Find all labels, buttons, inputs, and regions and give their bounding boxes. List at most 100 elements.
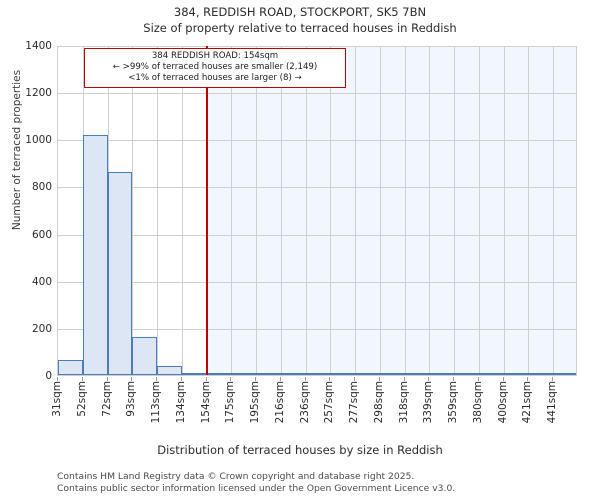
y-axis-label: Number of terraced properties (11, 69, 23, 231)
x-axis-tick-mark (329, 377, 331, 381)
x-axis-tick-label: 421sqm (521, 381, 534, 424)
attribution-footer: Contains HM Land Registry data © Crown c… (57, 471, 587, 494)
x-axis-tick-mark (156, 377, 158, 381)
x-axis-tick-label: 441sqm (546, 381, 559, 424)
gridline-horizontal (58, 140, 576, 142)
x-axis-tick-label: 400sqm (496, 381, 509, 424)
gridline-vertical (478, 46, 480, 375)
gridline-vertical (256, 46, 258, 375)
gridline-vertical (132, 46, 134, 375)
y-axis-tick-label: 1400 (25, 40, 52, 52)
gridline-vertical (305, 46, 307, 375)
x-axis-tick-label: 154sqm (199, 381, 212, 424)
x-axis-tick-mark (304, 377, 306, 381)
x-axis-tick-label: 93sqm (125, 381, 138, 417)
x-axis-tick-label: 72sqm (100, 381, 113, 417)
gridline-vertical (330, 46, 332, 375)
property-marker-line (205, 46, 208, 375)
histogram-bar (454, 373, 479, 375)
gridline-vertical (231, 46, 233, 375)
gridline-horizontal (58, 187, 576, 189)
y-axis-tick-label: 800 (31, 181, 52, 194)
y-axis-tick-label: 1200 (25, 87, 52, 100)
x-axis-tick-mark (477, 377, 479, 381)
x-axis-tick-label: 318sqm (397, 381, 410, 424)
y-axis-tick-label: 400 (31, 275, 52, 288)
y-axis-ticks: 0 200 400 600 800 1000 1200 1400 (0, 40, 52, 382)
x-axis-tick-mark (428, 377, 430, 381)
x-axis-tick-mark (180, 377, 182, 381)
histogram-bar (280, 373, 306, 375)
footer-line-2: Contains public sector information licen… (57, 482, 456, 494)
gridline-vertical (429, 46, 431, 375)
gridline-vertical (157, 46, 159, 375)
x-axis-tick-label: 31sqm (51, 381, 63, 417)
x-axis-tick-mark (106, 377, 108, 381)
gridline-vertical (355, 46, 357, 375)
annotation-line-3: <1% of terraced houses are larger (8) → (128, 73, 302, 83)
annotation-line-2: ← >99% of terraced houses are smaller (2… (112, 62, 318, 72)
histogram-bar (107, 172, 133, 375)
histogram-bar (305, 373, 331, 375)
histogram-bar (82, 134, 108, 375)
gridline-vertical (181, 46, 183, 375)
x-axis-tick-mark (230, 377, 232, 381)
histogram-bar (429, 373, 455, 375)
gridline-horizontal (58, 328, 576, 330)
y-axis-tick-label: 0 (45, 370, 52, 382)
x-axis-tick-label: 380sqm (471, 381, 484, 424)
x-axis-tick-label: 134sqm (174, 381, 187, 424)
x-axis-tick-mark (453, 377, 455, 381)
x-axis-tick-mark (131, 377, 133, 381)
x-axis-tick-mark (205, 377, 207, 381)
histogram-bar (132, 337, 158, 375)
x-axis-tick-label: 216sqm (273, 381, 286, 424)
x-axis-tick-mark (552, 377, 554, 381)
histogram-bar (478, 373, 504, 375)
x-axis-tick-label: 277sqm (348, 381, 361, 424)
x-axis-label: Distribution of terraced houses by size … (157, 443, 443, 457)
page-title: 384, REDDISH ROAD, STOCKPORT, SK5 7BN (173, 5, 427, 19)
gridline-horizontal (58, 46, 576, 47)
x-axis-tick-mark (279, 377, 281, 381)
plot-area (57, 46, 577, 376)
histogram-bar (231, 373, 257, 375)
gridline-vertical (528, 46, 530, 375)
x-axis-tick-label: 236sqm (298, 381, 311, 424)
x-axis-tick-mark (354, 377, 356, 381)
larger-than-property-region (206, 46, 576, 375)
x-axis-tick-label: 298sqm (372, 381, 385, 424)
histogram-bar (157, 366, 182, 375)
x-axis-tick-mark (403, 377, 405, 381)
x-axis-tick-label: 339sqm (422, 381, 435, 424)
x-axis-tick-label: 113sqm (150, 381, 163, 424)
x-axis-tick-label: 52sqm (75, 381, 88, 417)
gridline-vertical (280, 46, 282, 375)
x-axis-tick-mark (378, 377, 380, 381)
histogram-bar (181, 372, 207, 375)
chart-title-block: 384, REDDISH ROAD, STOCKPORT, SK5 7BN Si… (0, 4, 600, 36)
histogram-bar (58, 360, 83, 375)
gridline-vertical (379, 46, 381, 375)
histogram-bar (256, 373, 281, 375)
x-axis-tick-mark (255, 377, 257, 381)
footer-line-1: Contains HM Land Registry data © Crown c… (57, 471, 415, 482)
histogram-bar (404, 373, 430, 375)
x-axis-tick-mark (527, 377, 529, 381)
chart-subtitle: Size of property relative to terraced ho… (143, 21, 457, 35)
histogram-bar (355, 373, 380, 375)
x-axis-tick-mark (81, 377, 83, 381)
y-axis-tick-label: 600 (31, 228, 52, 241)
property-annotation-box: 384 REDDISH ROAD: 154sqm ← >99% of terra… (84, 48, 346, 88)
histogram-bar (379, 373, 405, 375)
x-axis-tick-mark (502, 377, 504, 381)
x-axis-tick-label: 257sqm (323, 381, 336, 424)
x-axis-tick-label: 359sqm (447, 381, 460, 424)
gridline-horizontal (58, 281, 576, 283)
x-axis-tick-mark (57, 377, 58, 381)
x-axis-tick-label: 195sqm (249, 381, 262, 424)
histogram-bar (206, 373, 232, 375)
gridline-vertical (553, 46, 555, 375)
gridline-horizontal (58, 234, 576, 236)
